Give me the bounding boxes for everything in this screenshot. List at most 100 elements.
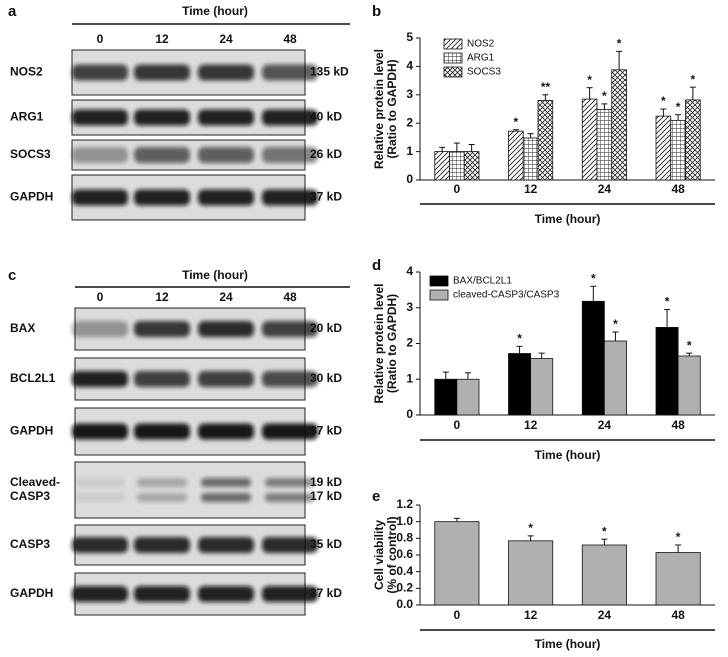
size-label: 37 kD xyxy=(310,586,342,600)
y-tick-label: 1 xyxy=(406,144,413,158)
band xyxy=(262,189,318,206)
x-tick-label: 24 xyxy=(598,418,612,432)
row-label: NOS2 xyxy=(10,65,43,79)
bar xyxy=(581,300,605,416)
band xyxy=(134,321,190,337)
legend-swatch xyxy=(443,52,463,64)
band xyxy=(72,371,128,387)
lane-label: 24 xyxy=(219,290,233,304)
band xyxy=(198,586,254,602)
time-label: Time (hour) xyxy=(182,268,248,282)
band xyxy=(198,109,254,126)
size-label: 19 kD xyxy=(310,475,342,489)
x-tick-label: 12 xyxy=(524,608,538,622)
bar xyxy=(596,109,613,181)
size-label: 37 kD xyxy=(310,190,342,204)
bar xyxy=(508,130,524,181)
legend-label: SOCS3 xyxy=(467,67,501,78)
band xyxy=(198,537,254,553)
significance: * xyxy=(587,73,592,87)
bar xyxy=(537,100,554,181)
y-tick-label: 1.0 xyxy=(396,514,413,528)
bar xyxy=(530,358,554,416)
y-axis-label: (Ratio to GAPDH) xyxy=(385,294,399,393)
row-label: CASP3 xyxy=(10,537,50,551)
x-axis-label: Time (hour) xyxy=(535,212,601,226)
band xyxy=(198,64,254,81)
bar xyxy=(655,552,701,606)
x-tick-label: 24 xyxy=(598,608,612,622)
lane-label: 0 xyxy=(97,290,104,304)
band xyxy=(134,586,190,602)
band xyxy=(198,423,254,440)
band xyxy=(198,321,254,337)
bar xyxy=(508,353,532,416)
bar xyxy=(463,151,480,181)
x-tick-label: 0 xyxy=(454,182,461,196)
significance: * xyxy=(528,521,533,535)
bar xyxy=(685,99,701,181)
x-tick-label: 0 xyxy=(454,418,461,432)
bar xyxy=(456,378,480,416)
y-tick-label: 1.2 xyxy=(396,497,413,511)
size-label: 30 kD xyxy=(310,371,342,385)
significance: * xyxy=(661,94,666,108)
y-axis-label: Cell viability xyxy=(372,520,386,590)
blot-frame xyxy=(74,461,306,519)
x-tick-label: 48 xyxy=(671,182,685,196)
row-label: Cleaved- xyxy=(10,475,60,489)
bar xyxy=(655,115,672,181)
band xyxy=(198,189,254,206)
significance: ** xyxy=(541,80,551,94)
time-label: Time (hour) xyxy=(182,4,248,18)
bar xyxy=(677,355,701,416)
lane-label: 48 xyxy=(283,32,297,46)
significance: * xyxy=(591,271,596,285)
y-tick-label: 5 xyxy=(406,30,413,44)
x-tick-label: 24 xyxy=(598,182,612,196)
band xyxy=(262,109,318,126)
band xyxy=(262,537,318,553)
y-tick-label: 1 xyxy=(406,371,413,385)
y-tick-label: 4 xyxy=(406,59,413,73)
y-tick-label: 3 xyxy=(406,300,413,314)
legend-label: BAX/BCL2L1 xyxy=(453,276,512,287)
bar xyxy=(449,151,465,181)
legend-swatch xyxy=(429,275,449,287)
band xyxy=(262,64,318,81)
band xyxy=(72,586,128,602)
row-label: GAPDH xyxy=(10,190,53,204)
band xyxy=(265,478,315,487)
band xyxy=(262,423,318,440)
panel-letter: e xyxy=(372,488,380,505)
significance: * xyxy=(676,100,681,114)
significance: * xyxy=(665,295,670,309)
band xyxy=(72,109,128,126)
band xyxy=(134,423,190,440)
bar xyxy=(581,544,627,606)
legend-swatch xyxy=(429,289,449,301)
y-tick-label: 2 xyxy=(406,115,413,129)
bar xyxy=(670,119,686,181)
size-label: 26 kD xyxy=(310,147,342,161)
x-tick-label: 12 xyxy=(524,418,538,432)
legend-label: ARG1 xyxy=(467,53,495,64)
bar xyxy=(434,521,480,606)
band xyxy=(134,189,190,206)
size-label: 40 kD xyxy=(310,110,342,124)
x-axis-label: Time (hour) xyxy=(535,448,601,462)
band xyxy=(134,147,190,163)
legend-label: NOS2 xyxy=(467,39,495,50)
panel-letter: c xyxy=(8,267,16,284)
band xyxy=(134,109,190,126)
legend-swatch xyxy=(443,38,463,50)
band xyxy=(134,64,190,81)
y-axis-label: (Ratio to GAPDH) xyxy=(385,59,399,158)
y-tick-label: 3 xyxy=(406,87,413,101)
band xyxy=(75,478,125,487)
significance: * xyxy=(602,524,607,538)
legend-swatch xyxy=(443,66,463,78)
significance: * xyxy=(617,37,622,51)
band xyxy=(265,493,315,502)
